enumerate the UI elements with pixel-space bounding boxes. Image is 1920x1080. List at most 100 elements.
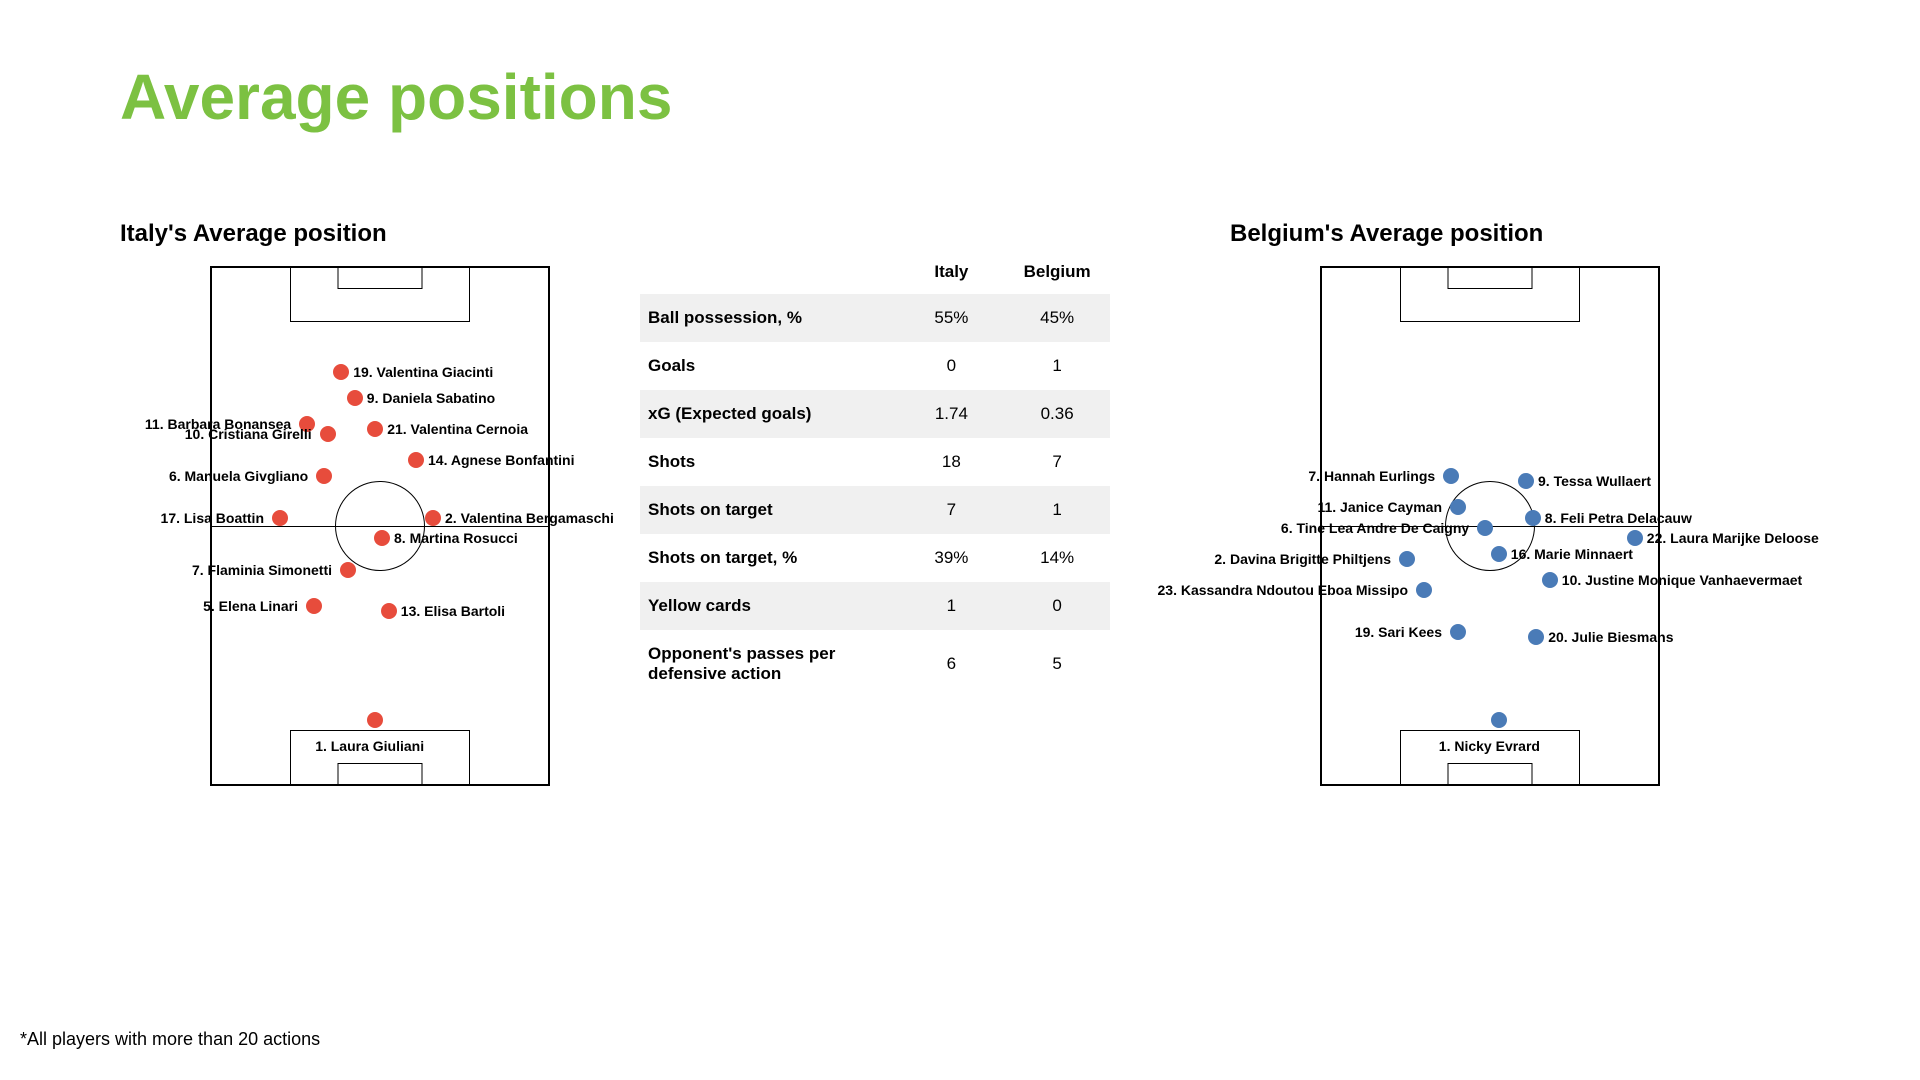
italy-cell: 7 — [899, 486, 1005, 534]
table-row: Opponent's passes per defensive action65 — [640, 630, 1110, 698]
metric-cell: Shots on target, % — [640, 534, 899, 582]
player-label: 9. Tessa Wullaert — [1538, 473, 1651, 489]
goal-box-bottom — [1448, 763, 1533, 785]
player-label: 10. Cristiana Girelli — [185, 426, 312, 442]
belgium-cell: 0.36 — [1004, 390, 1110, 438]
player-label: 9. Daniela Sabatino — [367, 390, 495, 406]
belgium-pitch: 7. Hannah Eurlings9. Tessa Wullaert11. J… — [1320, 266, 1660, 786]
italy-cell: 0 — [899, 342, 1005, 390]
metric-cell: Ball possession, % — [640, 294, 899, 342]
table-row: Yellow cards10 — [640, 582, 1110, 630]
metric-cell: Yellow cards — [640, 582, 899, 630]
player-dot — [425, 510, 441, 526]
goal-box-bottom — [338, 763, 423, 785]
italy-cell: 55% — [899, 294, 1005, 342]
player-label: 10. Justine Monique Vanhaevermaet — [1562, 572, 1802, 588]
stats-header-belgium: Belgium — [1004, 250, 1110, 294]
player-label: 7. Flaminia Simonetti — [192, 562, 332, 578]
player-label: 1. Laura Giuliani — [315, 738, 424, 754]
stats-header-metric — [640, 250, 899, 294]
player-label: 19. Valentina Giacinti — [353, 364, 493, 380]
belgium-cell: 1 — [1004, 486, 1110, 534]
player-dot — [347, 390, 363, 406]
player-dot — [1528, 629, 1544, 645]
player-label: 19. Sari Kees — [1355, 624, 1442, 640]
stats-table: Italy Belgium Ball possession, %55%45%Go… — [640, 250, 1110, 698]
table-row: Shots on target71 — [640, 486, 1110, 534]
player-dot — [340, 562, 356, 578]
player-dot — [374, 530, 390, 546]
player-dot — [1450, 624, 1466, 640]
metric-cell: Opponent's passes per defensive action — [640, 630, 899, 698]
belgium-cell: 0 — [1004, 582, 1110, 630]
player-label: 8. Martina Rosucci — [394, 530, 518, 546]
player-label: 7. Hannah Eurlings — [1308, 468, 1435, 484]
player-dot — [1399, 551, 1415, 567]
player-label: 23. Kassandra Ndoutou Eboa Missipo — [1158, 582, 1409, 598]
player-label: 17. Lisa Boattin — [161, 510, 264, 526]
italy-cell: 6 — [899, 630, 1005, 698]
italy-cell: 1 — [899, 582, 1005, 630]
goal-box-top — [1448, 267, 1533, 289]
player-label: 13. Elisa Bartoli — [401, 603, 505, 619]
player-dot — [1542, 572, 1558, 588]
italy-title: Italy's Average position — [120, 220, 640, 248]
player-dot — [333, 364, 349, 380]
player-label: 21. Valentina Cernoia — [387, 421, 528, 437]
player-dot — [1525, 510, 1541, 526]
player-dot — [367, 712, 383, 728]
player-label: 6. Tine Lea Andre De Caigny — [1281, 520, 1469, 536]
belgium-cell: 5 — [1004, 630, 1110, 698]
italy-cell: 18 — [899, 438, 1005, 486]
metric-cell: Goals — [640, 342, 899, 390]
player-label: 2. Davina Brigitte Philtjens — [1214, 551, 1391, 567]
italy-cell: 39% — [899, 534, 1005, 582]
player-dot — [1491, 546, 1507, 562]
player-label: 11. Janice Cayman — [1317, 499, 1442, 515]
player-dot — [1450, 499, 1466, 515]
belgium-title: Belgium's Average position — [1230, 220, 1750, 248]
player-label: 14. Agnese Bonfantini — [428, 452, 575, 468]
player-dot — [367, 421, 383, 437]
player-dot — [1518, 473, 1534, 489]
player-dot — [272, 510, 288, 526]
player-dot — [306, 598, 322, 614]
metric-cell: xG (Expected goals) — [640, 390, 899, 438]
player-dot — [1416, 582, 1432, 598]
player-dot — [1491, 712, 1507, 728]
footnote: *All players with more than 20 actions — [20, 1029, 320, 1050]
player-dot — [320, 426, 336, 442]
player-label: 6. Manuela Givgliano — [169, 468, 308, 484]
player-label: 1. Nicky Evrard — [1439, 738, 1540, 754]
player-label: 16. Marie Minnaert — [1511, 546, 1633, 562]
belgium-panel: Belgium's Average position 7. Hannah Eur… — [1230, 220, 1750, 786]
table-row: Shots on target, %39%14% — [640, 534, 1110, 582]
page-title: Average positions — [120, 60, 672, 134]
belgium-cell: 1 — [1004, 342, 1110, 390]
belgium-cell: 7 — [1004, 438, 1110, 486]
italy-cell: 1.74 — [899, 390, 1005, 438]
player-dot — [316, 468, 332, 484]
player-dot — [1477, 520, 1493, 536]
player-dot — [1443, 468, 1459, 484]
player-label: 22. Laura Marijke Deloose — [1647, 530, 1819, 546]
player-dot — [1627, 530, 1643, 546]
italy-panel: Italy's Average position 19. Valentina G… — [120, 220, 640, 786]
player-label: 5. Elena Linari — [203, 598, 298, 614]
table-row: Goals01 — [640, 342, 1110, 390]
belgium-cell: 14% — [1004, 534, 1110, 582]
metric-cell: Shots — [640, 438, 899, 486]
italy-pitch: 19. Valentina Giacinti 9. Daniela Sabatin… — [210, 266, 550, 786]
stats-header-italy: Italy — [899, 250, 1005, 294]
player-label: 2. Valentina Bergamaschi — [445, 510, 614, 526]
goal-box-top — [338, 267, 423, 289]
belgium-cell: 45% — [1004, 294, 1110, 342]
player-dot — [381, 603, 397, 619]
player-dot — [408, 452, 424, 468]
metric-cell: Shots on target — [640, 486, 899, 534]
player-label: 20. Julie Biesmans — [1548, 629, 1673, 645]
player-label: 8. Feli Petra Delacauw — [1545, 510, 1692, 526]
table-row: Ball possession, %55%45% — [640, 294, 1110, 342]
table-row: xG (Expected goals)1.740.36 — [640, 390, 1110, 438]
center-circle — [335, 481, 425, 571]
